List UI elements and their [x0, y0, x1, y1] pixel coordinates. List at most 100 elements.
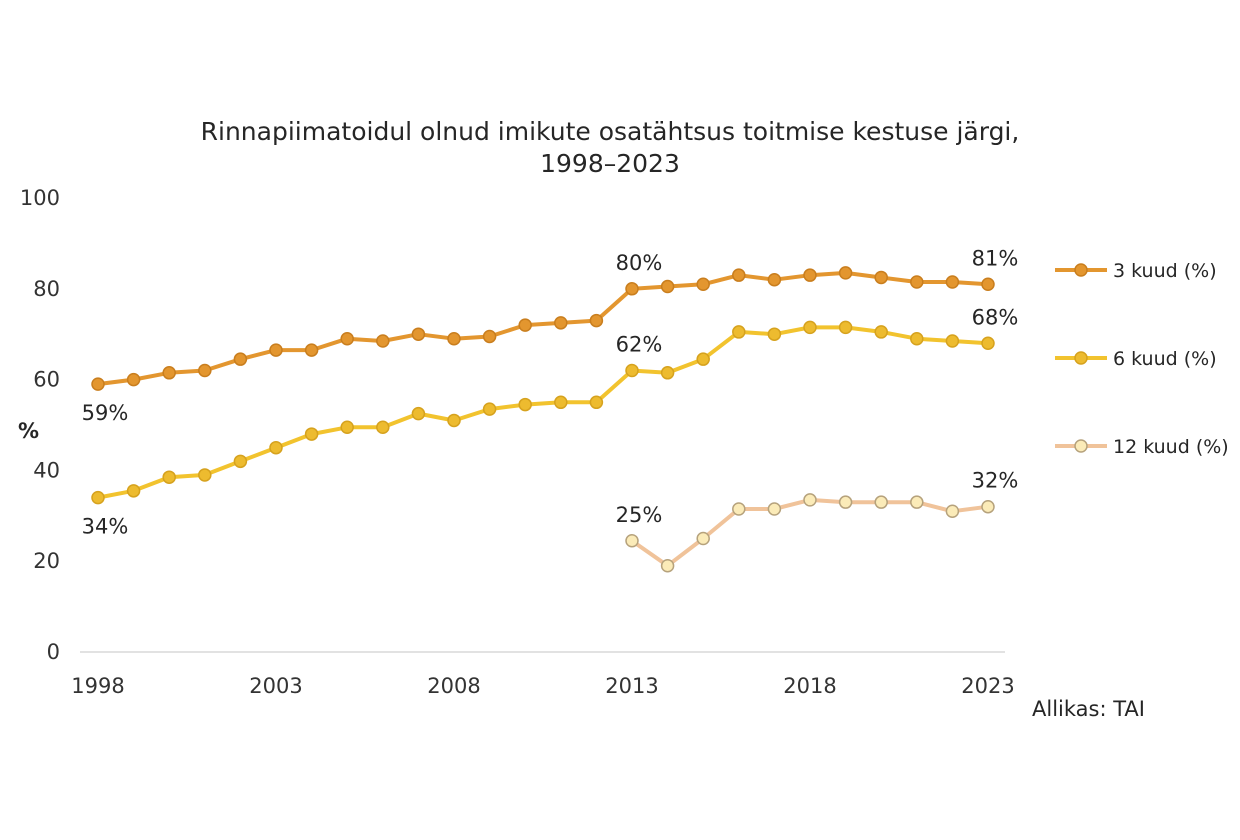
data-point — [91, 377, 105, 391]
x-tick-label: 2008 — [427, 674, 480, 698]
data-point — [589, 395, 604, 410]
y-axis-label: % — [18, 419, 39, 443]
y-axis: 0 20 40 60 80 100 — [20, 186, 60, 664]
series-line-2 — [630, 497, 990, 568]
data-point — [981, 336, 995, 351]
x-tick-label: 2013 — [605, 674, 658, 698]
data-point — [340, 331, 354, 346]
data-point — [411, 327, 426, 341]
data-point — [945, 504, 960, 519]
data-label: 34% — [82, 515, 129, 539]
y-tick-label: 0 — [47, 640, 60, 664]
data-point — [767, 502, 782, 516]
chart-title-line-1: Rinnapiimatoidul olnud imikute osatähtsu… — [201, 117, 1020, 146]
legend-swatch-marker — [1074, 351, 1088, 365]
legend-swatch-marker — [1074, 439, 1088, 453]
data-point — [838, 495, 853, 509]
data-point — [625, 282, 639, 296]
data-point — [589, 313, 604, 328]
series-group — [91, 266, 995, 573]
data-label: 32% — [972, 469, 1019, 493]
data-point — [803, 320, 817, 335]
data-point — [162, 366, 176, 380]
data-point — [910, 275, 924, 289]
y-tick-label: 40 — [33, 458, 60, 482]
data-point — [838, 320, 853, 335]
data-point — [376, 420, 390, 435]
data-point — [625, 363, 639, 378]
data-point — [732, 325, 746, 339]
data-point — [554, 316, 568, 330]
y-tick-label: 20 — [33, 549, 60, 573]
x-tick-label: 2018 — [783, 674, 836, 698]
y-tick-label: 100 — [20, 186, 60, 210]
x-tick-label: 2023 — [961, 674, 1014, 698]
data-point — [304, 427, 319, 441]
data-point — [660, 366, 675, 380]
data-point — [767, 327, 782, 341]
data-point — [696, 531, 710, 546]
data-point — [482, 329, 497, 344]
data-point — [482, 402, 497, 416]
data-point — [803, 493, 817, 507]
legend-entry-label: 3 kuud (%) — [1113, 260, 1217, 282]
data-point — [126, 484, 141, 498]
data-point — [518, 318, 532, 332]
data-point — [874, 325, 888, 339]
data-point — [945, 334, 960, 348]
data-point — [874, 270, 888, 285]
data-point — [198, 468, 212, 482]
data-point — [91, 490, 105, 505]
data-point — [340, 420, 354, 435]
data-point — [447, 331, 461, 346]
data-point — [411, 406, 426, 421]
data-point — [269, 440, 283, 455]
data-point — [874, 495, 888, 509]
data-point — [198, 363, 212, 378]
data-point — [269, 343, 283, 357]
data-point — [447, 413, 461, 428]
y-tick-label: 80 — [33, 277, 60, 301]
data-point — [767, 272, 782, 287]
data-point — [945, 275, 960, 289]
data-point — [803, 268, 817, 282]
data-point — [233, 454, 248, 469]
data-point — [304, 343, 319, 357]
data-point — [838, 266, 853, 280]
data-label: 80% — [616, 251, 663, 275]
data-point — [660, 558, 675, 573]
data-point — [981, 499, 995, 514]
legend: 3 kuud (%) 6 kuud (%) 12 kuud (%) — [1055, 260, 1229, 458]
y-tick-label: 60 — [33, 368, 60, 392]
data-labels: 59% 80% 81% 34% 62% 68% 25% 32% — [82, 246, 1019, 538]
data-point — [696, 277, 710, 292]
data-label: 59% — [82, 401, 129, 425]
data-point — [981, 277, 995, 292]
data-point — [376, 334, 390, 348]
chart-title-line-2: 1998–2023 — [540, 149, 680, 178]
series-line-1 — [96, 325, 990, 500]
data-point — [554, 395, 568, 410]
legend-swatch-marker — [1074, 263, 1088, 277]
source-note: Allikas: TAI — [1032, 697, 1145, 721]
x-tick-label: 2003 — [249, 674, 302, 698]
data-point — [126, 372, 141, 387]
data-point — [732, 502, 746, 516]
data-point — [732, 268, 746, 282]
data-label: 25% — [616, 503, 663, 527]
data-point — [696, 352, 710, 366]
data-point — [625, 534, 639, 548]
data-point — [910, 495, 924, 509]
data-label: 81% — [972, 246, 1019, 270]
data-point — [910, 331, 924, 346]
legend-entry-label: 12 kuud (%) — [1113, 436, 1229, 458]
data-point — [233, 352, 248, 366]
data-label: 62% — [616, 333, 663, 357]
data-point — [518, 397, 532, 412]
x-tick-label: 1998 — [71, 674, 124, 698]
data-point — [162, 470, 176, 484]
legend-entry-label: 6 kuud (%) — [1113, 348, 1217, 370]
data-label: 68% — [972, 305, 1019, 329]
x-axis: 1998 2003 2008 2013 2018 2023 — [71, 674, 1014, 698]
